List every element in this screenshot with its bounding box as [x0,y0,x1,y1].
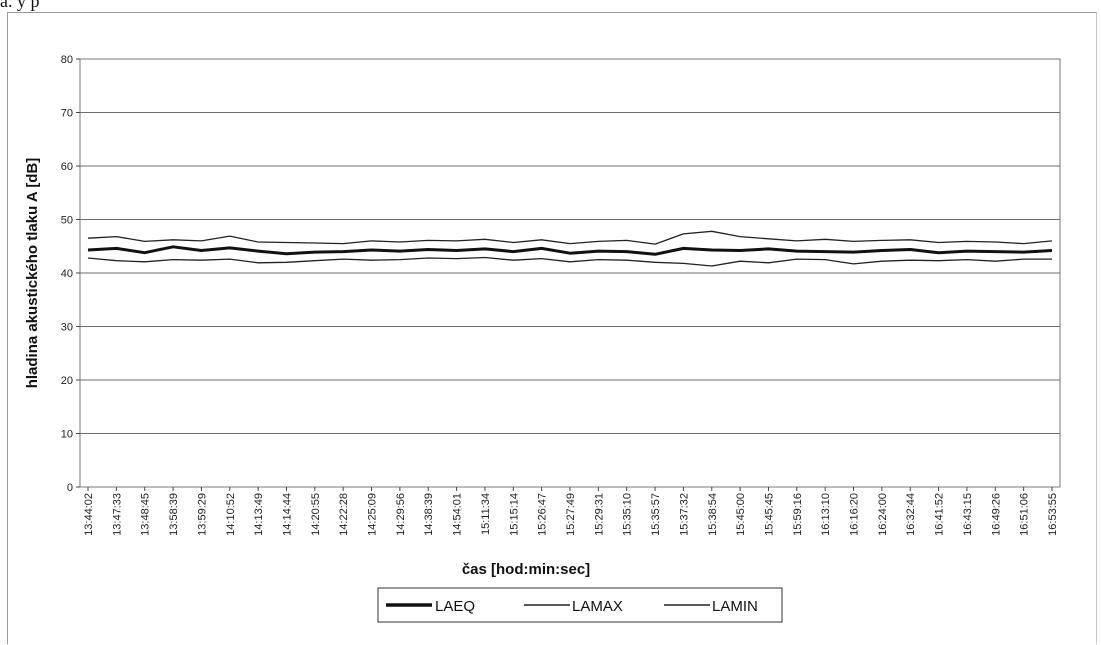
y-axis-title: hladina akustického tlaku A [dB] [24,158,41,389]
y-tick-label: 40 [61,268,73,280]
legend: LAEQ LAMAX LAMIN [377,587,783,623]
x-tick-label: 15:27:49 [565,493,577,536]
chart-frame: 0 10 20 30 40 50 60 70 80 13:44:02 13:47:33 13:48:… [7,12,1097,644]
y-tick-labels: 0 10 20 30 40 50 60 70 80 [61,54,80,494]
x-tick-label: 15:45:45 [763,493,775,536]
x-tick-label: 14:14:44 [281,493,293,536]
x-tick-label: 15:35:57 [650,493,662,536]
x-tick-label: 16:13:10 [820,493,832,536]
x-tick-label: 16:32:44 [905,493,917,536]
x-tick-label: 14:29:56 [395,493,407,536]
y-tick-label: 80 [61,54,73,66]
x-tick-label: 16:41:52 [934,493,946,536]
y-tick-label: 10 [61,429,73,441]
x-tick-label: 14:20:55 [310,493,322,536]
x-tick-label: 15:11:34 [480,493,492,535]
x-tick-label: 14:13:49 [253,493,265,536]
series-layer [87,230,1053,267]
x-tick-label: 13:58:39 [168,493,180,536]
y-tick-label: 60 [61,161,73,173]
x-tick-label: 14:22:28 [338,493,350,536]
x-tick-label: 15:37:32 [678,493,690,536]
x-tick-label: 15:45:00 [735,493,747,536]
x-axis-title: čas [hod:min:sec] [462,561,590,578]
x-tick-label: 16:49:26 [990,493,1002,536]
legend-label-lamin: LAMIN [712,598,758,615]
x-tick-label: 16:43:15 [962,493,974,536]
x-tick-label: 16:24:00 [877,493,889,536]
x-tick-label: 14:25:09 [367,493,379,536]
x-tick-label: 15:35:10 [622,493,634,536]
x-tick-labels: 13:44:02 13:47:33 13:48:45 13:58:39 13:59:29… [83,487,1059,536]
legend-box [377,587,783,623]
x-tick-label: 15:29:31 [593,493,605,536]
y-tick-label: 0 [67,482,73,494]
x-tick-label: 15:26:47 [537,493,549,536]
x-tick-label: 14:38:39 [423,493,435,536]
legend-label-lamax: LAMAX [572,598,623,615]
x-tick-label: 16:51:06 [1019,493,1031,536]
x-tick-label: 13:48:45 [140,493,152,536]
x-tick-label: 14:54:01 [452,493,464,536]
y-tick-label: 30 [61,322,73,334]
y-tick-label: 20 [61,375,73,387]
x-tick-label: 16:16:20 [849,493,861,536]
x-tick-label: 15:38:54 [707,493,719,536]
chart-svg: 0 10 20 30 40 50 60 70 80 13:44:02 13:47:33 13:48:… [24,54,1061,623]
legend-label-laeq: LAEQ [435,598,475,615]
x-tick-label: 14:10:52 [225,493,237,536]
x-tick-label: 15:59:16 [792,493,804,536]
x-tick-label: 13:59:29 [196,493,208,536]
y-tick-label: 70 [61,108,73,120]
x-tick-label: 15:15:14 [508,493,520,536]
x-tick-label: 13:44:02 [83,493,95,536]
gridlines [80,112,1060,434]
x-tick-label: 13:47:33 [111,493,123,536]
y-tick-label: 50 [61,215,73,227]
document-fragment-text: a. y p [0,0,40,11]
x-tick-label: 16:53:55 [1047,493,1059,536]
